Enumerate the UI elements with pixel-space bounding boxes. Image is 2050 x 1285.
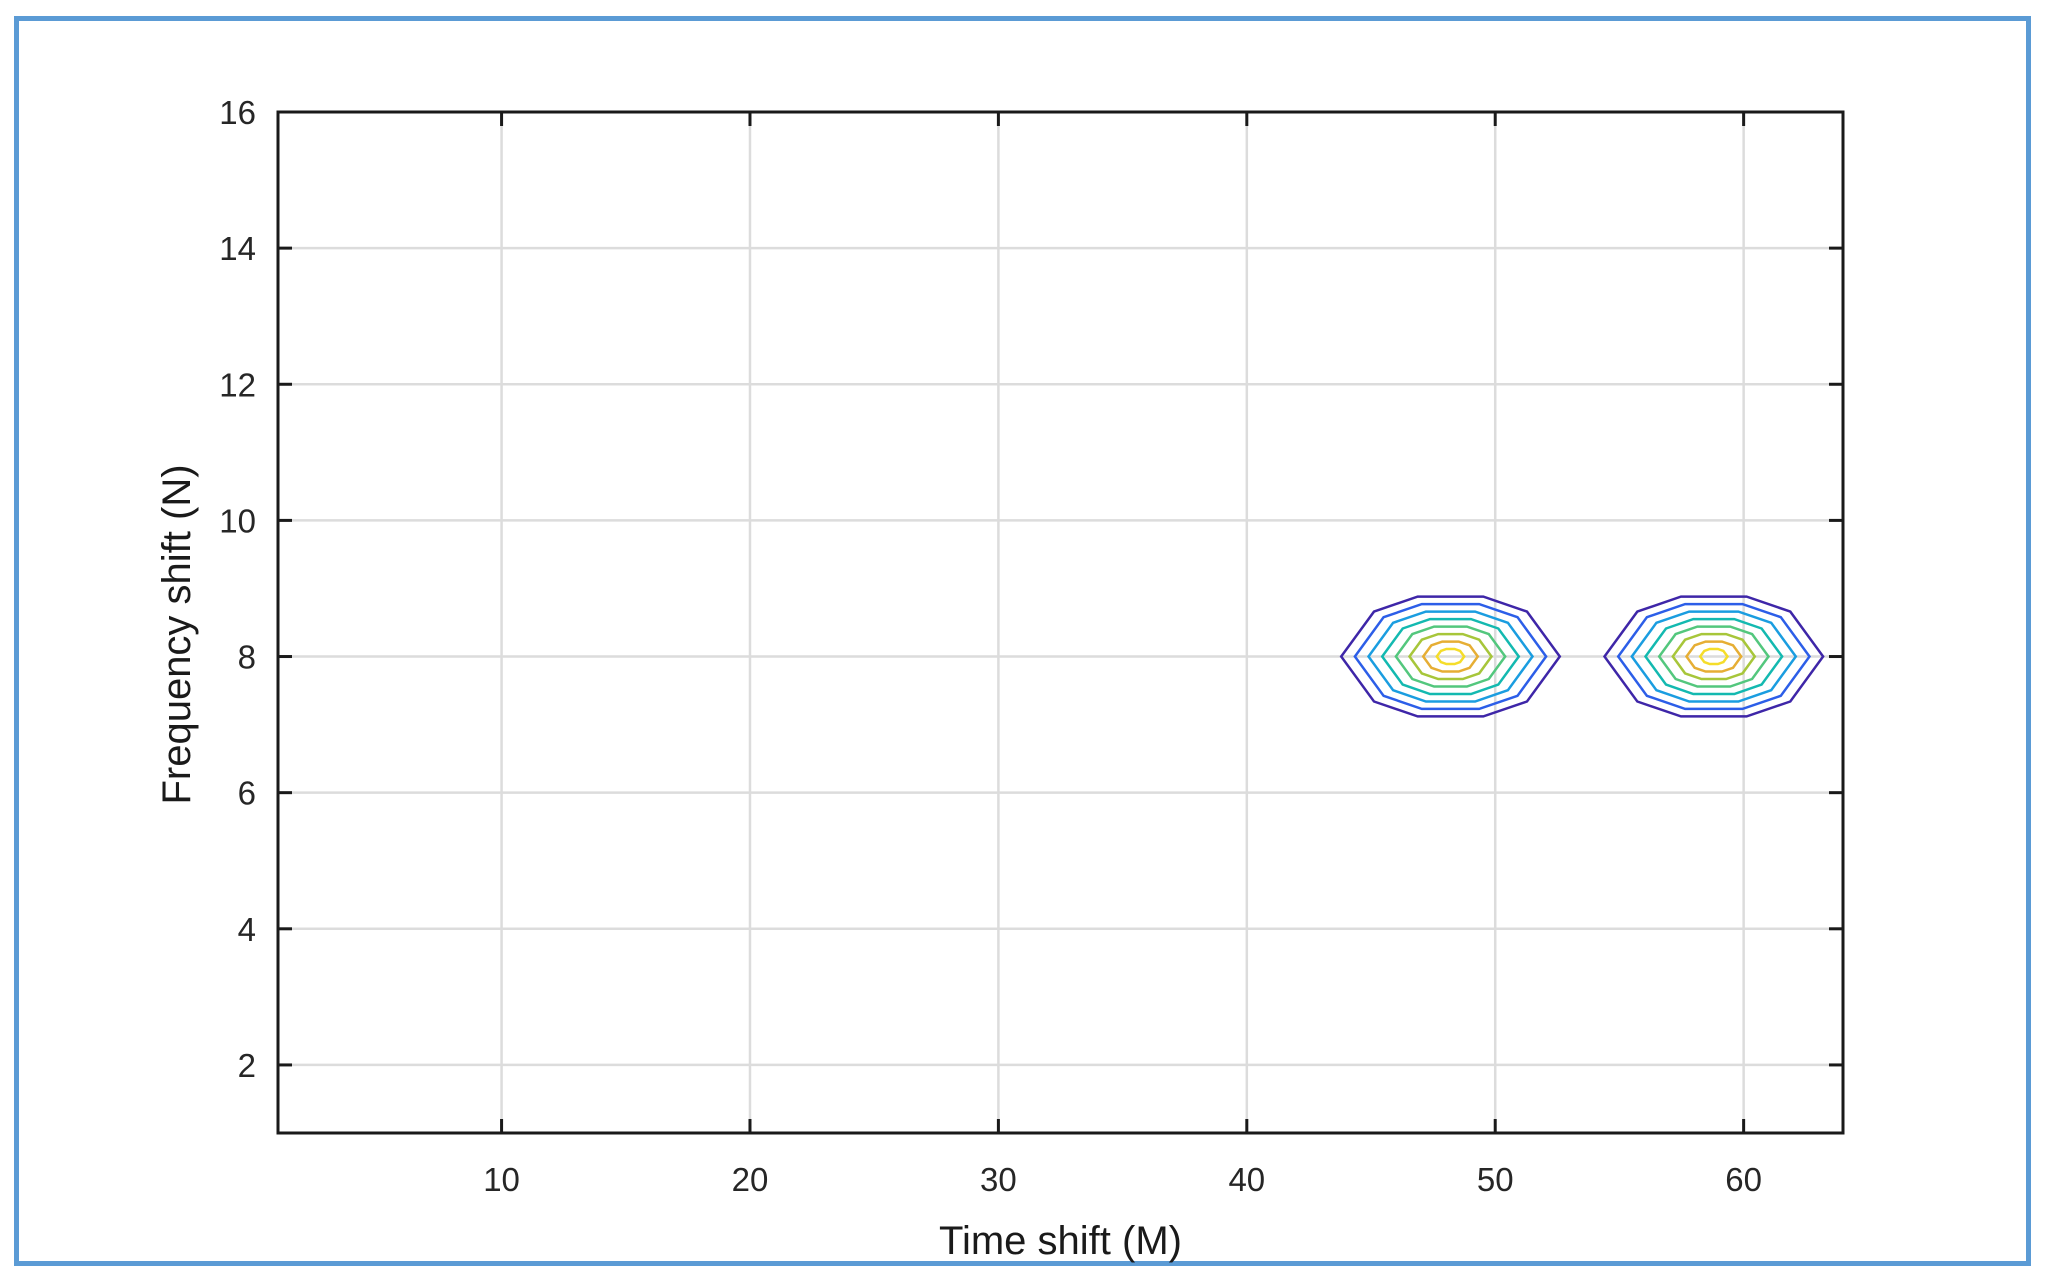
y-tick-label: 16	[219, 94, 256, 131]
y-tick-label: 4	[238, 911, 256, 948]
y-tick-label: 2	[238, 1047, 256, 1084]
contour-level-peak-2	[1657, 625, 1771, 688]
figure-frame	[14, 16, 2031, 1266]
y-tick-label: 8	[238, 639, 256, 676]
contour-level-peak-2	[1698, 647, 1730, 666]
x-tick-label: 40	[1228, 1161, 1265, 1198]
contour-level-peak-1	[1380, 617, 1521, 696]
x-tick-label: 10	[483, 1161, 520, 1198]
grid-lines	[278, 112, 1843, 1133]
contour-level-peak-2	[1616, 602, 1812, 711]
x-tick-label: 30	[980, 1161, 1017, 1198]
axis-ticks: 10 20 30 40 50 60 2 4 6 8 10 12 14 16	[219, 94, 1843, 1198]
plot-area	[276, 110, 1845, 1135]
y-tick-label: 14	[219, 230, 256, 267]
contour-level-peak-1	[1421, 640, 1480, 673]
contour-level-peak-2	[1643, 617, 1784, 696]
contour-level-peak-2	[1602, 595, 1825, 718]
contour-level-peak-1	[1435, 647, 1466, 666]
y-axis-label: Frequency shift (N)	[155, 464, 199, 804]
x-tick-label: 60	[1725, 1161, 1762, 1198]
contour-level-peak-2	[1671, 632, 1757, 681]
y-tick-label: 10	[219, 502, 256, 539]
contour-level-peak-1	[1366, 610, 1535, 703]
contour-level-peak-1	[1407, 632, 1494, 681]
contour-level-peak-1	[1353, 602, 1548, 711]
contour-level-peak-1	[1394, 625, 1507, 688]
y-tick-label: 12	[219, 366, 256, 403]
contour-level-peak-2	[1684, 640, 1743, 673]
x-axis-label: Time shift (M)	[939, 1219, 1182, 1263]
x-tick-label: 20	[732, 1161, 769, 1198]
contour-level-peak-2	[1630, 610, 1798, 703]
y-tick-label: 6	[238, 775, 256, 812]
x-tick-label: 50	[1477, 1161, 1514, 1198]
contour-level-peak-1	[1339, 595, 1562, 718]
contour-plot	[1339, 595, 1825, 718]
